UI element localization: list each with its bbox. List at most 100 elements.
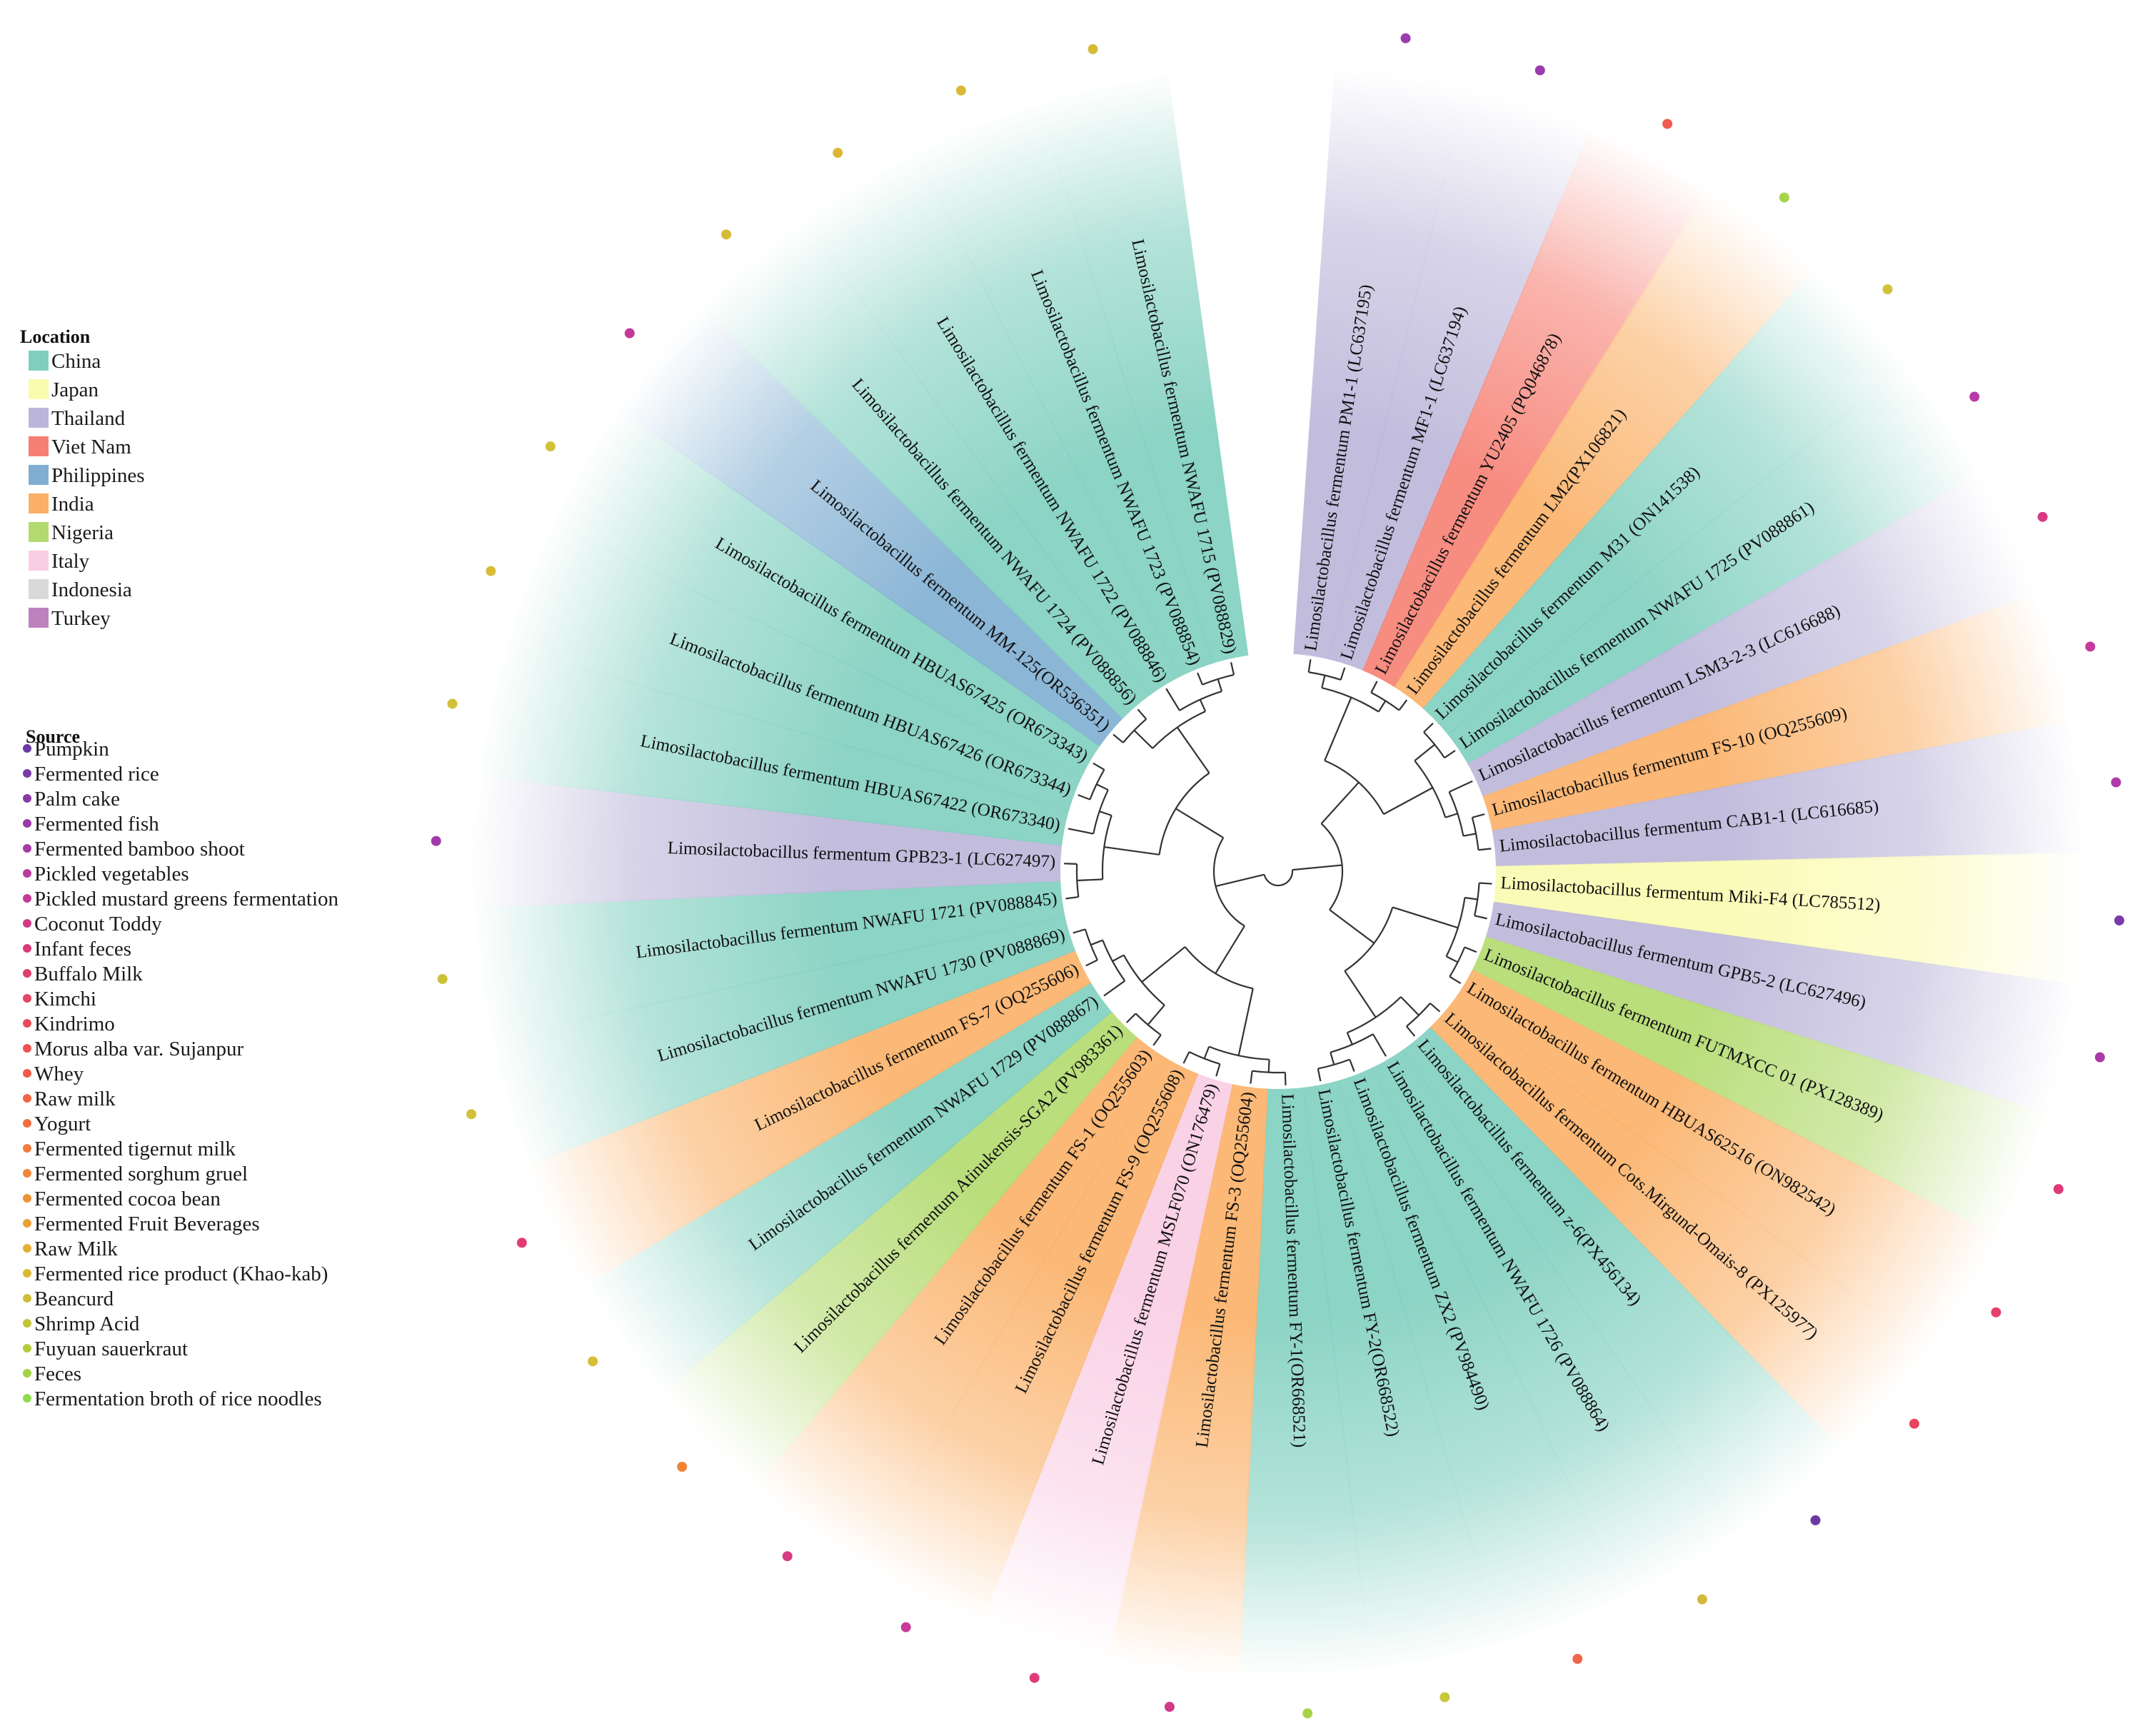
source-legend-label: Palm cake [34,788,120,811]
source-dot [2114,915,2124,925]
source-dot [1572,1654,1583,1665]
branch-segment [1430,1003,1441,1013]
branch-segment [1215,1063,1221,1077]
branch-segment [1330,1052,1335,1065]
branch-segment [1449,780,1473,793]
location-legend-swatch [29,579,49,599]
source-legend-label: Fermented rice product (Khao-kab) [34,1263,328,1285]
source-dot [1909,1418,1919,1429]
location-legend-swatch [29,493,49,513]
branch-arc [1188,1051,1220,1065]
source-legend-dot [23,869,31,878]
source-dot [516,1238,527,1248]
source-legend-label: Feces [34,1363,81,1385]
location-legend-swatch [29,436,49,456]
source-legend-dot [23,1344,31,1353]
location-legend: Location China Japan Thailand Viet Nam Phili… [20,326,145,630]
source-legend-label: Fermented bamboo shoot [34,838,245,861]
branch-segment [1372,1033,1387,1057]
source-legend-label: Pickled vegetables [34,863,189,885]
source-dot [1400,33,1411,44]
branch-segment [1104,846,1160,856]
source-legend-label: Beancurd [34,1288,114,1310]
source-legend-label: Pumpkin [34,738,109,761]
source-legend-dot [23,944,31,953]
source-dot [1969,391,1980,402]
location-legend-label: Thailand [51,407,126,430]
source-legend-title: Source [26,726,80,747]
source-legend-dot [23,1294,31,1303]
branch-segment [1329,909,1375,944]
branch-segment [1324,697,1352,761]
source-dot [782,1551,793,1562]
source-legend-label: Fermented sorghum gruel [34,1163,248,1185]
location-legend-label: Viet Nam [51,436,131,458]
branch-arc [1135,1013,1162,1036]
source-legend-label: Coconut Toddy [34,913,162,935]
branch-segment [1398,699,1408,711]
branch-segment [1165,688,1180,711]
branch-segment [1092,762,1105,771]
branch-segment [1077,878,1103,882]
tree-branches [1064,659,1492,1085]
branch-segment [1230,662,1235,676]
source-legend-label: Fuyuan sauerkraut [34,1338,188,1360]
branch-segment [1197,672,1203,686]
source-legend-dot [23,1219,31,1228]
source-dot [1029,1672,1040,1683]
source-legend-dot [23,1169,31,1178]
source-legend-dot [23,1019,31,1028]
source-legend-label: Fermented rice [34,763,159,786]
branch-segment [1237,988,1254,1056]
source-dot [1991,1307,2001,1318]
branch-segment [1317,1068,1322,1082]
branch-segment [1321,675,1326,688]
branch-segment [1472,813,1485,818]
source-legend-dot [23,1369,31,1378]
branch-segment [1152,1034,1162,1046]
branch-arc [1122,718,1147,743]
source-dot [677,1461,688,1472]
location-legend-swatch [29,522,49,542]
source-dot [447,698,458,709]
branch-segment [1414,743,1435,762]
location-legend-label: Japan [51,378,99,401]
source-dot [2094,1052,2105,1063]
branch-segment [1349,1059,1355,1072]
branch-segment [1400,996,1420,1016]
branch-segment [1284,1072,1287,1085]
source-legend-dot [23,994,31,1003]
branch-segment [1370,681,1378,693]
source-legend-dot [23,894,31,903]
location-legend-label: Turkey [51,607,111,630]
branch-segment [1099,811,1112,816]
location-legend-label: China [51,350,101,373]
branch-segment [1199,699,1207,712]
branch-segment [1478,848,1492,851]
source-legend-dot [23,819,31,828]
branch-segment [1175,808,1224,838]
source-legend-dot [23,1119,31,1128]
branch-segment [1392,906,1459,929]
source-legend-label: Infant feces [34,938,131,960]
source-legend-label: Fermented Fruit Beverages [34,1213,260,1235]
branch-segment [1085,959,1098,967]
source-legend-dot [23,794,31,803]
source-legend-dot [23,1319,31,1328]
branch-segment [1112,733,1124,743]
location-legend-label: Nigeria [51,521,114,544]
source-legend-dot [23,1044,31,1053]
source-dot [2053,1184,2064,1195]
branch-segment [1176,726,1210,774]
branch-segment [1182,1051,1190,1064]
source-dot [721,229,732,240]
location-legend-label: Indonesia [51,578,132,601]
source-dot [955,85,966,96]
branch-segment [1267,1059,1270,1073]
source-legend-label: Raw milk [34,1088,116,1110]
source-legend-dot [23,1194,31,1203]
source-legend-label: Whey [34,1063,84,1085]
branch-segment [1203,1046,1210,1059]
branch-arc [1263,869,1294,887]
